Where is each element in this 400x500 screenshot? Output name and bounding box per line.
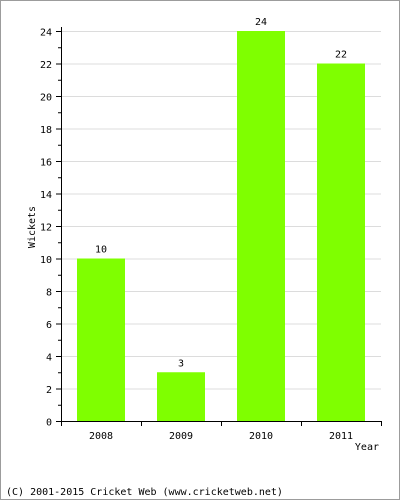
x-tick-label: 2009	[169, 431, 193, 442]
data-label: 24	[255, 17, 267, 28]
bar	[317, 63, 365, 421]
x-axis-title: Year	[355, 442, 379, 453]
data-label: 10	[95, 245, 107, 256]
bar-layer: 10 3 24 22	[77, 17, 365, 421]
data-label: 3	[178, 358, 184, 369]
data-label: 22	[335, 50, 347, 61]
bar	[157, 372, 205, 421]
y-tick-label: 24	[40, 28, 52, 39]
y-tick-label: 22	[40, 60, 52, 71]
copyright-footer: (C) 2001-2015 Cricket Web (www.cricketwe…	[6, 487, 283, 498]
x-tick-label: 2010	[249, 431, 273, 442]
y-tick-label: 8	[46, 288, 52, 299]
y-tick-label: 16	[40, 158, 52, 169]
y-tick-label: 18	[40, 125, 52, 136]
y-tick-label: 12	[40, 223, 52, 234]
x-tick-label: 2008	[89, 431, 113, 442]
y-tick-label: 4	[46, 353, 52, 364]
y-axis-title: Wickets	[27, 206, 38, 248]
x-tick-label: 2011	[329, 431, 353, 442]
y-tick-label: 2	[46, 385, 52, 396]
bar	[237, 31, 285, 421]
y-tick-label: 6	[46, 320, 52, 331]
y-tick-label: 0	[46, 418, 52, 429]
y-tick-label: 14	[40, 190, 52, 201]
bar	[77, 258, 125, 421]
y-tick-label: 20	[40, 93, 52, 104]
y-tick-label: 10	[40, 255, 52, 266]
